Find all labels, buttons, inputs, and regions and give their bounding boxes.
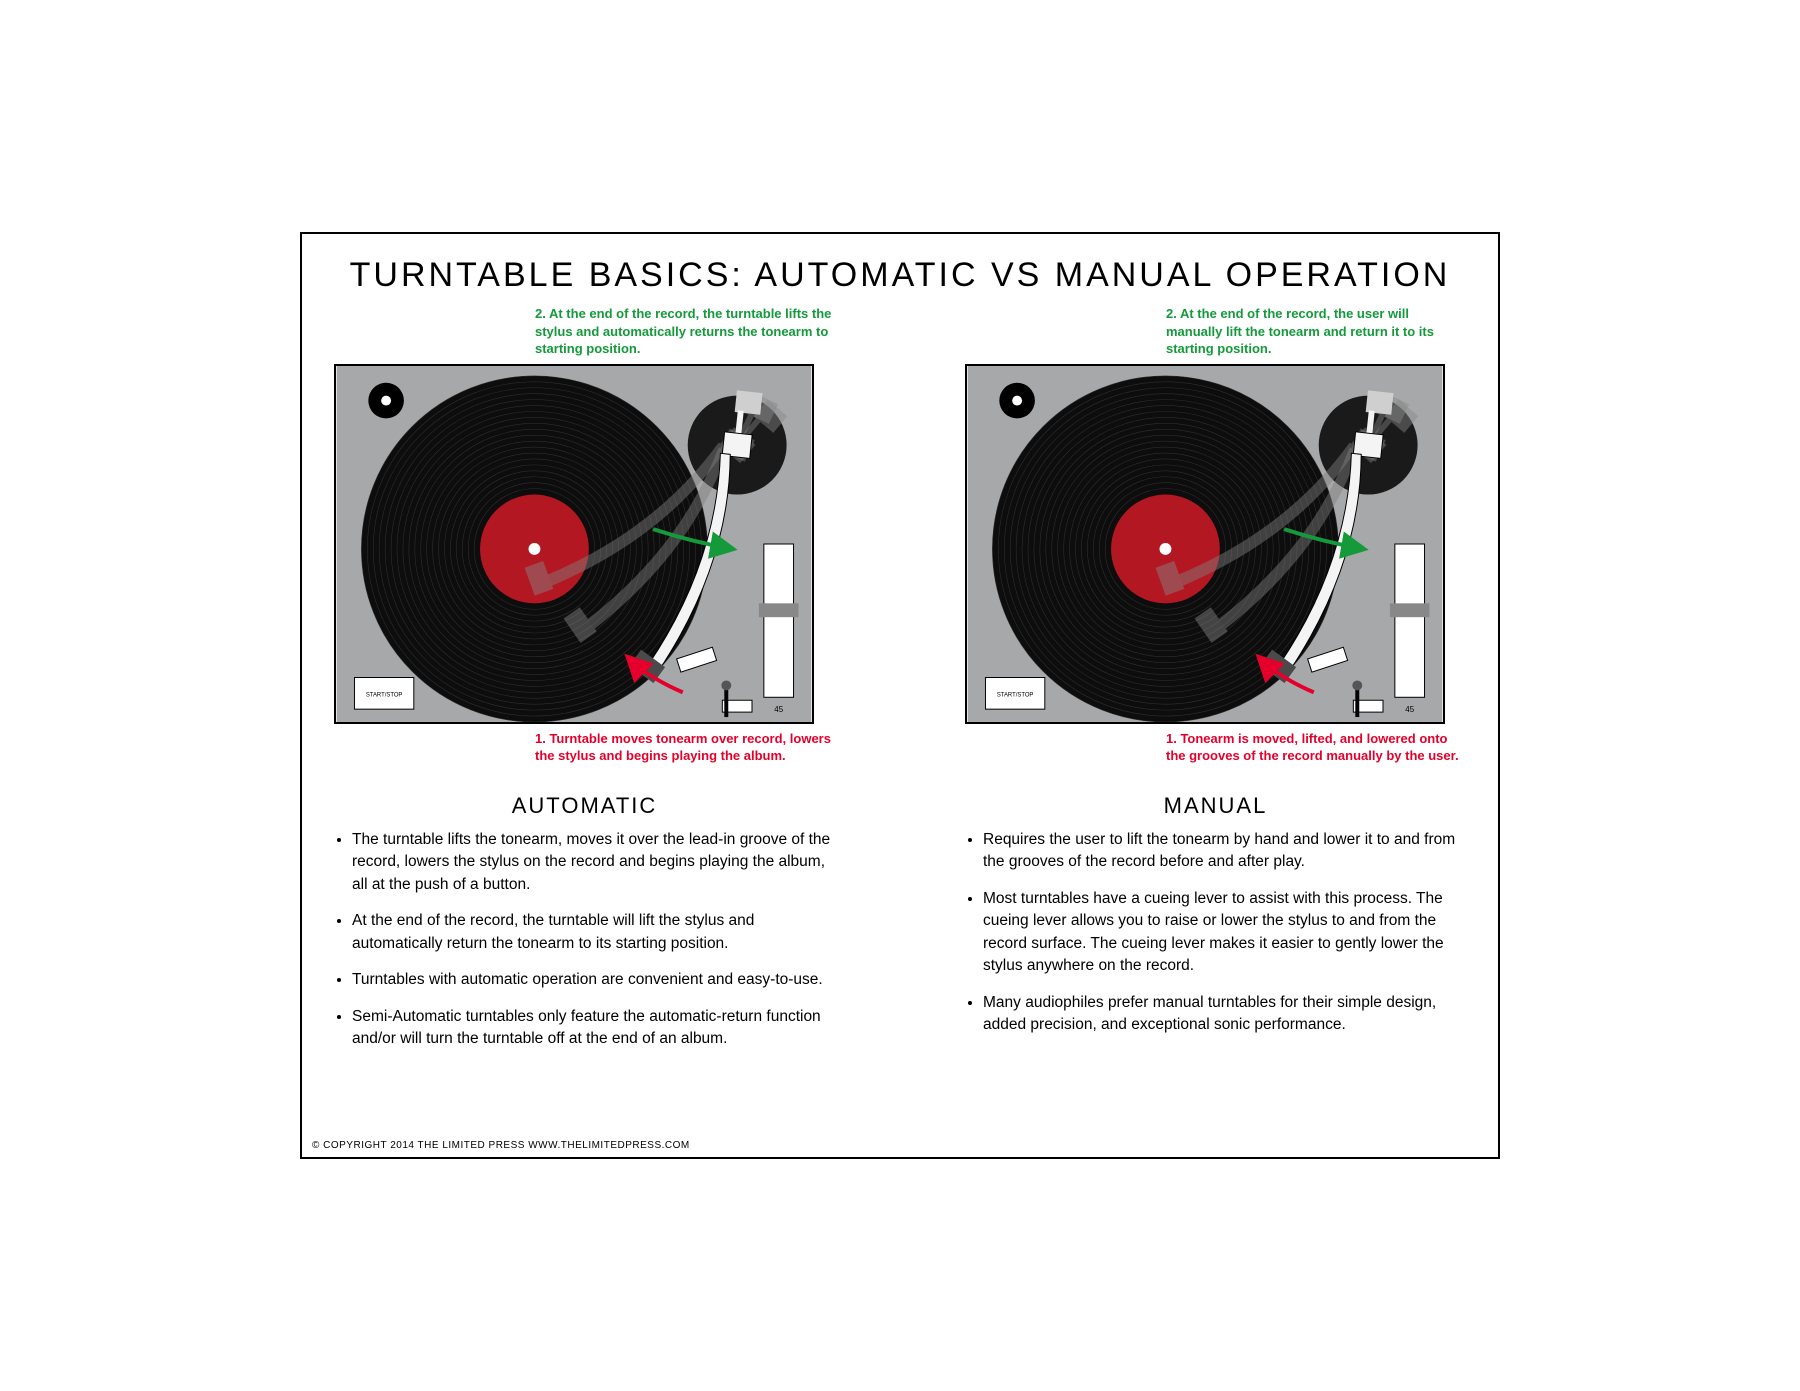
auto-heading: AUTOMATIC bbox=[334, 793, 835, 819]
page-title: TURNTABLE BASICS: AUTOMATIC VS MANUAL OP… bbox=[334, 256, 1466, 295]
bullet-item: At the end of the record, the turntable … bbox=[352, 910, 835, 955]
manual-caption-bottom: 1. Tonearm is moved, lifted, and lowered… bbox=[1166, 730, 1466, 765]
auto-bullets: The turntable lifts the tonearm, moves i… bbox=[334, 829, 835, 1051]
manual-heading: MANUAL bbox=[965, 793, 1466, 819]
svg-text:45: 45 bbox=[1405, 705, 1414, 714]
column-automatic: 2. At the end of the record, the turntab… bbox=[334, 305, 835, 1064]
copyright: © COPYRIGHT 2014 THE LIMITED PRESS WWW.T… bbox=[312, 1140, 690, 1151]
svg-text:START/STOP: START/STOP bbox=[366, 692, 403, 698]
bullet-item: Requires the user to lift the tonearm by… bbox=[983, 829, 1466, 874]
bullet-item: Most turntables have a cueing lever to a… bbox=[983, 888, 1466, 978]
bullet-item: The turntable lifts the tonearm, moves i… bbox=[352, 829, 835, 896]
columns: 2. At the end of the record, the turntab… bbox=[334, 305, 1466, 1064]
bullet-item: Many audiophiles prefer manual turntable… bbox=[983, 992, 1466, 1037]
auto-caption-top: 2. At the end of the record, the turntab… bbox=[535, 305, 835, 358]
svg-text:START/STOP: START/STOP bbox=[997, 692, 1034, 698]
turntable-manual: START/STOP 45 bbox=[965, 364, 1445, 724]
bullet-item: Turntables with automatic operation are … bbox=[352, 969, 835, 991]
bullet-item: Semi-Automatic turntables only feature t… bbox=[352, 1006, 835, 1051]
manual-caption-top: 2. At the end of the record, the user wi… bbox=[1166, 305, 1466, 358]
manual-bullets: Requires the user to lift the tonearm by… bbox=[965, 829, 1466, 1037]
turntable-automatic: START/STOP 45 bbox=[334, 364, 814, 724]
page: TURNTABLE BASICS: AUTOMATIC VS MANUAL OP… bbox=[300, 232, 1500, 1159]
svg-text:45: 45 bbox=[774, 705, 783, 714]
column-manual: 2. At the end of the record, the user wi… bbox=[965, 305, 1466, 1064]
auto-caption-bottom: 1. Turntable moves tonearm over record, … bbox=[535, 730, 835, 765]
